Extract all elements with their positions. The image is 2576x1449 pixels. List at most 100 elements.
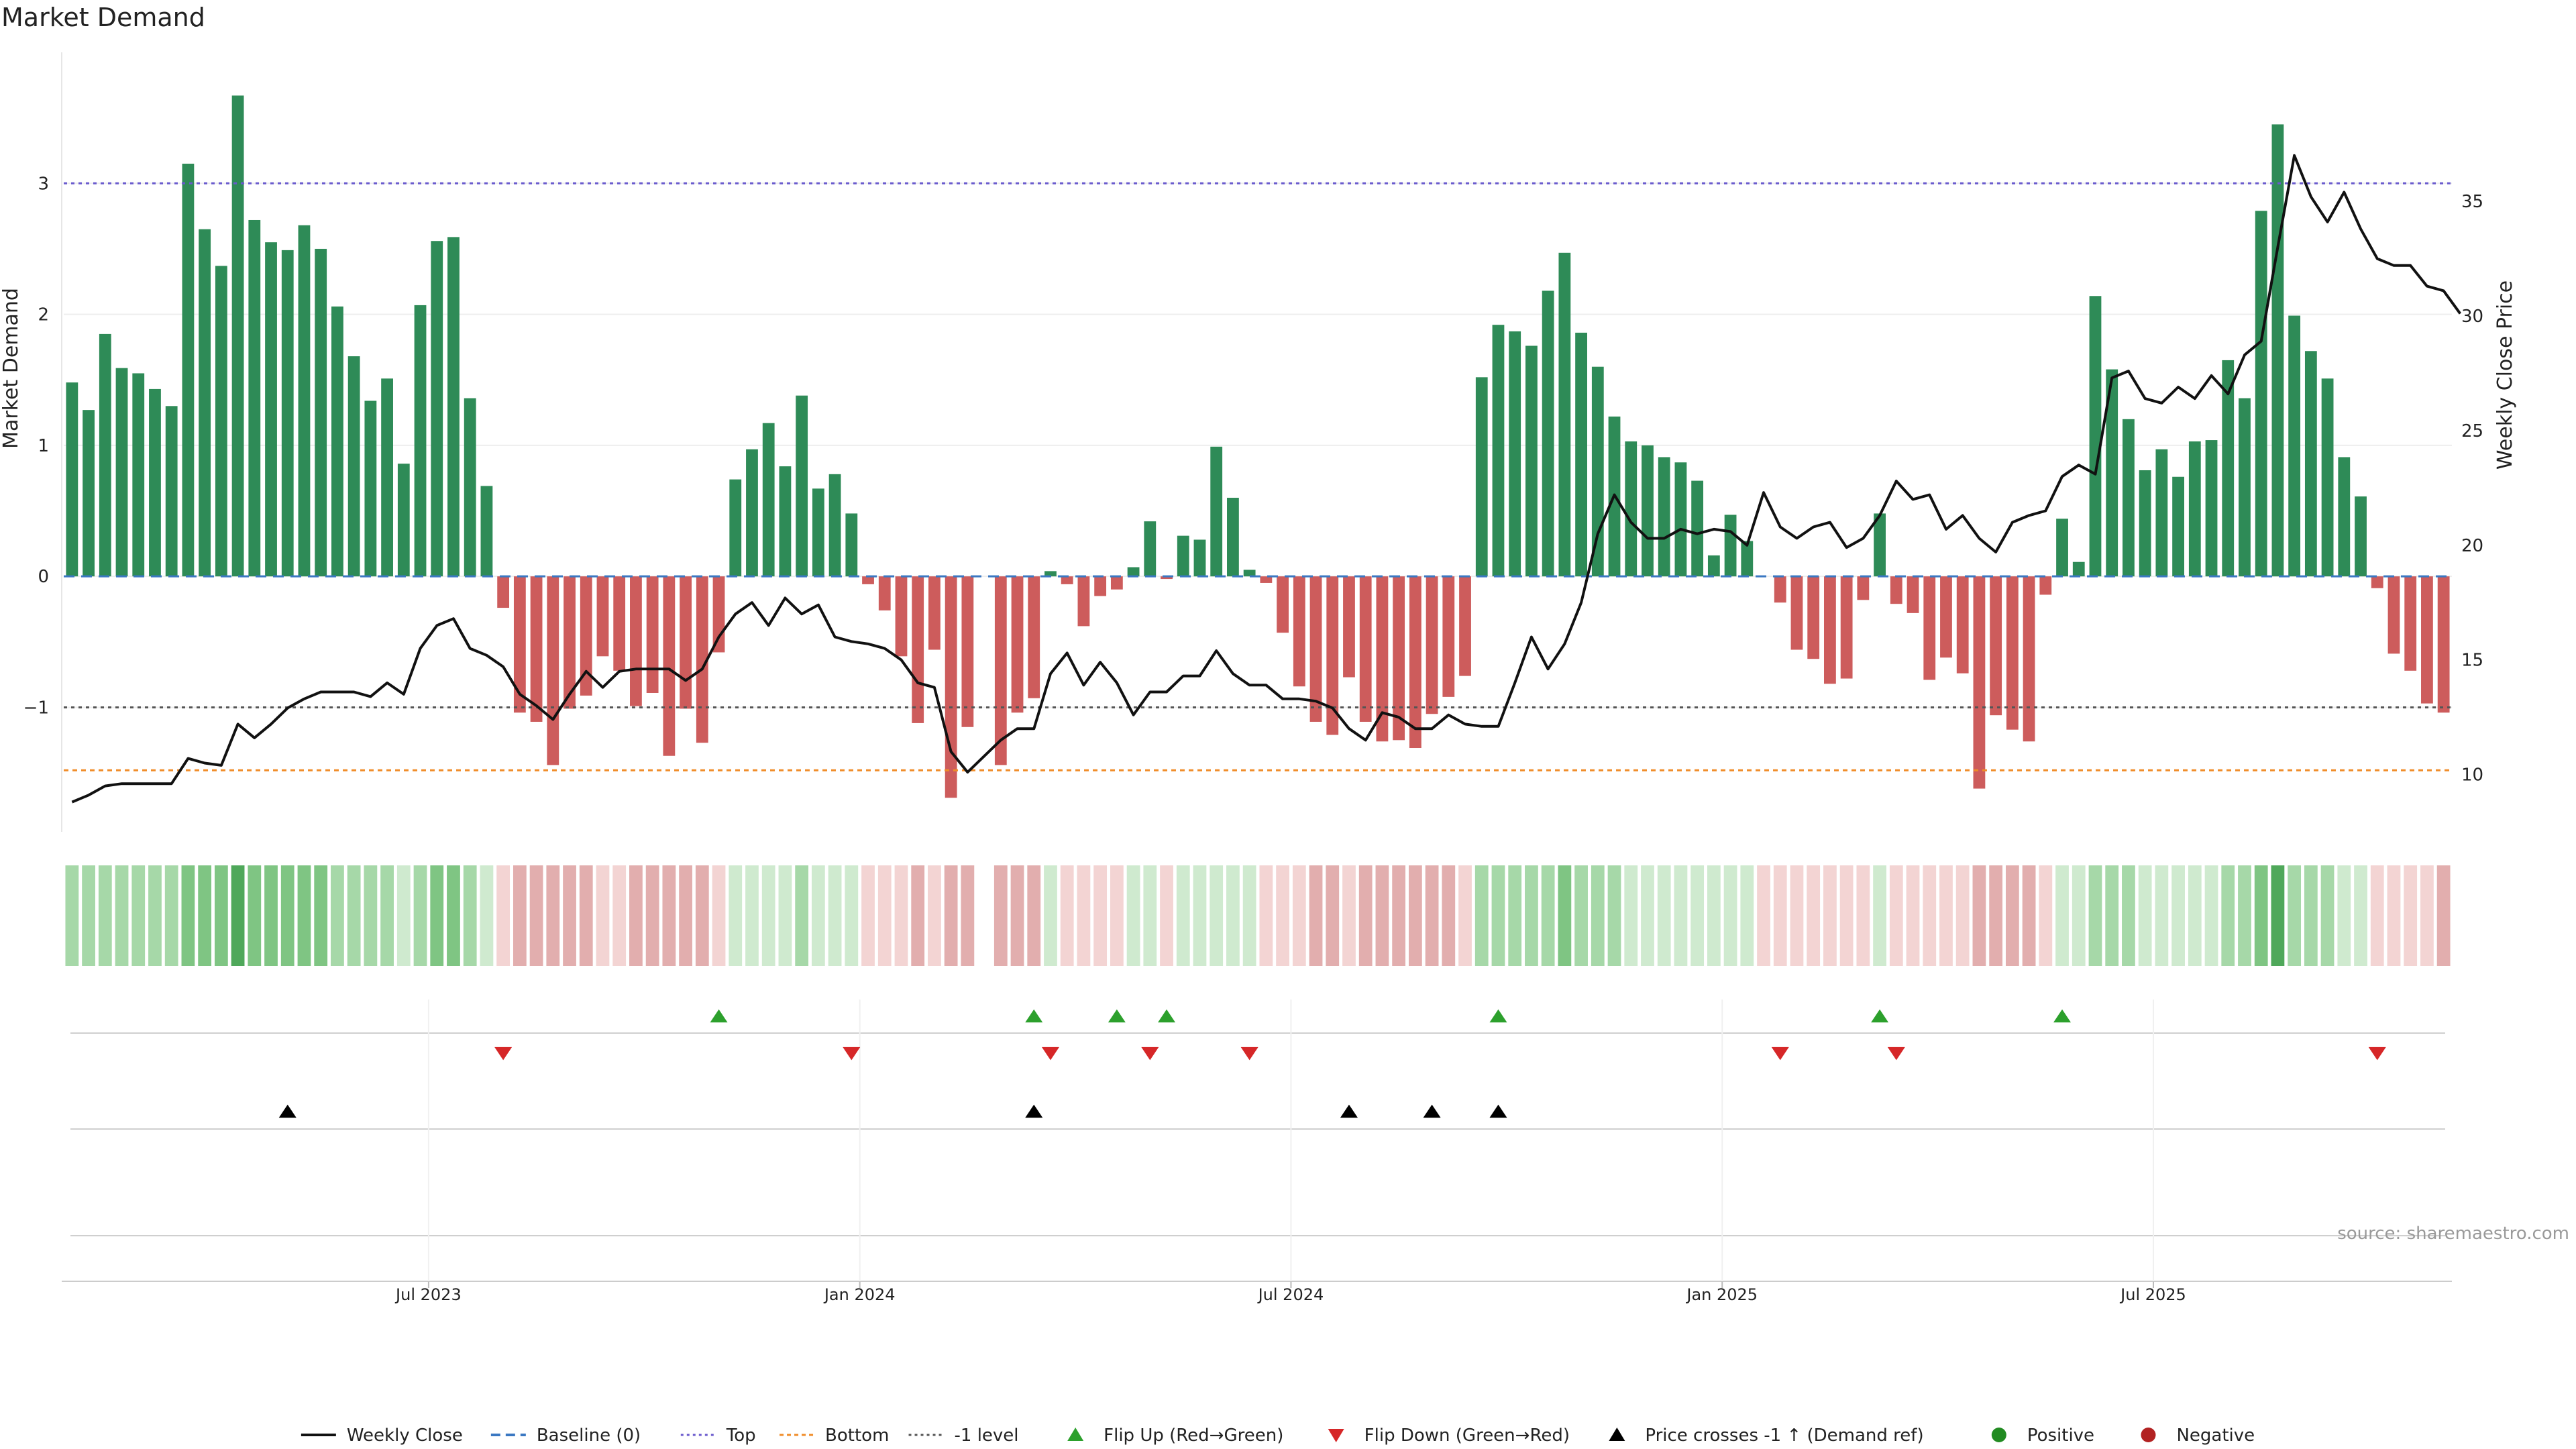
legend-key-marker [1328,1429,1344,1442]
legend-label: Flip Up (Red→Green) [1104,1426,1283,1446]
strip-cell [1889,865,1903,966]
flip-up-marker [1108,1009,1126,1023]
strip-cell [1176,865,1190,966]
price-cross-marker [1423,1104,1441,1118]
y-axis-label-left: Market Demand [0,288,23,449]
legend-label: Baseline (0) [537,1426,641,1446]
strip-cell [297,865,311,966]
demand-bar [1161,576,1173,580]
strip-cell [2370,865,2384,966]
weekly-close-line [71,154,2462,804]
demand-bar [1426,576,1438,714]
demand-bar [215,266,227,577]
strip-cell [563,865,576,966]
demand-bar [132,373,145,577]
demand-bar [199,229,211,577]
demand-bar [845,513,858,577]
demand-bar [2437,576,2450,713]
strip-cell [1126,865,1140,966]
x-tick-label: Jan 2025 [1685,1285,1758,1304]
strip-cell [496,865,511,966]
strip-cell [1823,865,1837,966]
strip-cell [1807,865,1821,966]
demand-bar [1260,576,1273,583]
demand-bar [2304,351,2317,577]
strip-cell [1093,865,1108,966]
strip-cell [1707,865,1721,966]
demand-bar [1509,331,1521,577]
strip-cell [231,865,245,966]
strip-cell [712,865,726,966]
strip-cell [729,865,743,966]
demand-bar [497,576,510,608]
strip-cell [811,865,825,966]
x-tick-label: Jan 2024 [823,1285,896,1304]
demand-bar [1575,332,1587,577]
demand-bar [1393,576,1405,741]
demand-bar [1492,325,1505,577]
strip-cell [1773,865,1787,966]
demand-bar [2056,519,2068,577]
strip-cell [1044,865,1057,966]
legend-item-positive: Positive [1991,1426,2094,1446]
demand-bar [2387,576,2400,654]
demand-bar [83,410,95,577]
strip-cell [828,865,842,966]
demand-bar [1077,576,1090,627]
demand-bar [248,219,261,577]
strip-cell [2337,865,2351,966]
strip-cell [894,865,908,966]
strip-cell [529,865,543,966]
demand-bar [596,576,609,657]
strip-cell [1591,865,1605,966]
legend-label: Weekly Close [347,1426,463,1446]
strip-cell [1558,865,1572,966]
strip-cell [2354,865,2367,966]
price-cross-marker [1489,1104,1507,1118]
demand-bar [447,237,460,577]
strip-cell [1574,865,1588,966]
strip-cell [795,865,809,966]
strip-cell [1442,865,1456,966]
legend-key-marker [1067,1428,1084,1441]
strip-cell [2039,865,2053,966]
y-tick-label-right: 10 [2461,765,2483,786]
demand-bar [1625,441,1638,577]
legend-key-marker [2141,1428,2156,1442]
demand-bar [1807,576,1820,659]
flip-up-marker [1489,1009,1507,1023]
demand-bar [746,449,758,577]
strip-cell [695,865,709,966]
strip-cell [447,865,460,966]
strip-cell [115,865,129,966]
strip-cell [1607,865,1621,966]
strip-cell [2005,865,2019,966]
strip-cell [1873,865,1886,966]
demand-bar [1591,366,1604,577]
strip-cell [1839,865,1854,966]
strip-cell [463,865,477,966]
legend-label: Flip Down (Green→Red) [1364,1426,1570,1446]
strip-cell [2188,865,2202,966]
strip-cell [1226,865,1240,966]
strip-cell [248,865,262,966]
demand-bar [2271,124,2284,577]
strip-cell [1458,865,1472,966]
strip-cell [994,865,1008,966]
demand-bar [315,248,327,577]
strip-cell [2254,865,2268,966]
strip-cell [2288,865,2302,966]
flip-up-marker [710,1009,728,1023]
strip-cell [2320,865,2334,966]
strip-cell [1757,865,1770,966]
demand-bar [1642,445,1654,577]
demand-bar [1243,570,1256,577]
demand-bar [2006,576,2019,730]
strip-cell [1525,865,1538,966]
strip-cell [331,865,344,966]
strip-cell [1210,865,1224,966]
demand-bar [331,306,343,577]
strip-cell [1326,865,1340,966]
strip-cell [1674,865,1688,966]
